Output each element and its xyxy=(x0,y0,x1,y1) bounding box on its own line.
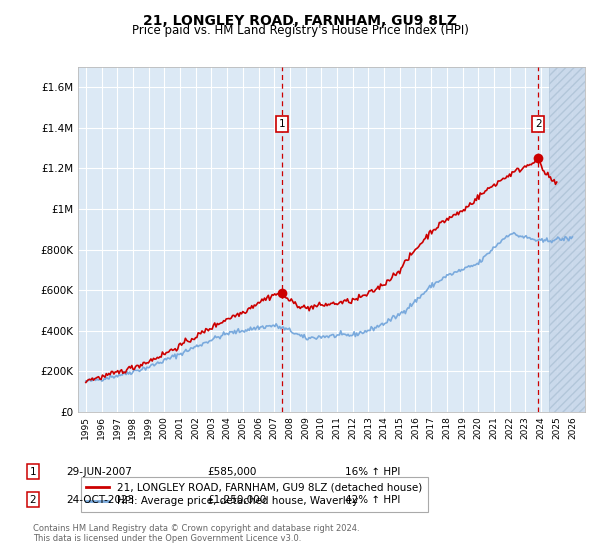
Text: Contains HM Land Registry data © Crown copyright and database right 2024.: Contains HM Land Registry data © Crown c… xyxy=(33,524,359,533)
Text: 2: 2 xyxy=(535,119,541,129)
Text: 21, LONGLEY ROAD, FARNHAM, GU9 8LZ: 21, LONGLEY ROAD, FARNHAM, GU9 8LZ xyxy=(143,14,457,28)
Text: £585,000: £585,000 xyxy=(207,466,256,477)
Text: 42% ↑ HPI: 42% ↑ HPI xyxy=(345,494,400,505)
Text: 1: 1 xyxy=(29,466,37,477)
Text: 29-JUN-2007: 29-JUN-2007 xyxy=(66,466,132,477)
Text: 2: 2 xyxy=(29,494,37,505)
Text: £1,250,000: £1,250,000 xyxy=(207,494,266,505)
Text: 24-OCT-2023: 24-OCT-2023 xyxy=(66,494,134,505)
Text: 16% ↑ HPI: 16% ↑ HPI xyxy=(345,466,400,477)
Text: 1: 1 xyxy=(278,119,285,129)
Bar xyxy=(549,67,585,412)
Text: Price paid vs. HM Land Registry's House Price Index (HPI): Price paid vs. HM Land Registry's House … xyxy=(131,24,469,37)
Text: This data is licensed under the Open Government Licence v3.0.: This data is licensed under the Open Gov… xyxy=(33,534,301,543)
Legend: 21, LONGLEY ROAD, FARNHAM, GU9 8LZ (detached house), HPI: Average price, detache: 21, LONGLEY ROAD, FARNHAM, GU9 8LZ (deta… xyxy=(80,477,428,512)
